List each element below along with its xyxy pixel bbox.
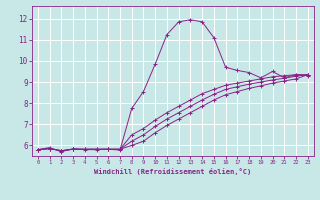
X-axis label: Windchill (Refroidissement éolien,°C): Windchill (Refroidissement éolien,°C)	[94, 168, 252, 175]
